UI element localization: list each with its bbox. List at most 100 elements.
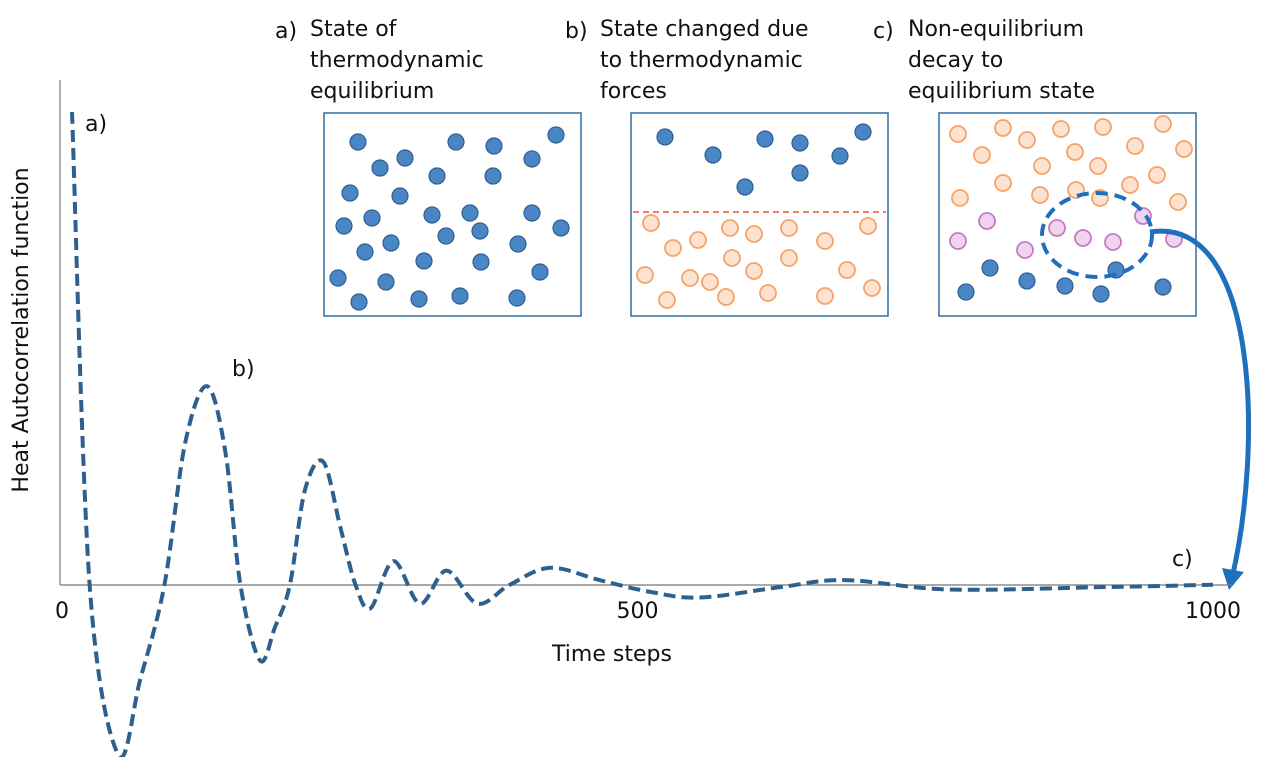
particle xyxy=(839,262,855,278)
particle xyxy=(1019,132,1035,148)
particle xyxy=(950,233,966,249)
particle xyxy=(364,210,380,226)
particle xyxy=(462,205,478,221)
particle xyxy=(1057,278,1073,294)
particle xyxy=(397,150,413,166)
particle xyxy=(832,148,848,164)
particle xyxy=(351,294,367,310)
particle xyxy=(718,289,734,305)
particle xyxy=(659,292,675,308)
particle xyxy=(958,284,974,300)
particle xyxy=(452,288,468,304)
particle xyxy=(350,134,366,150)
particle xyxy=(411,291,427,307)
particle xyxy=(473,254,489,270)
particle xyxy=(952,190,968,206)
particle xyxy=(1075,230,1091,246)
particle xyxy=(792,135,808,151)
x-tick-label: 1000 xyxy=(1185,599,1241,624)
particle xyxy=(737,179,753,195)
particle xyxy=(682,270,698,286)
particle xyxy=(336,218,352,234)
particle xyxy=(705,147,721,163)
particle xyxy=(1049,220,1065,236)
particle xyxy=(657,129,673,145)
particle xyxy=(485,168,501,184)
particle xyxy=(1155,279,1171,295)
particle xyxy=(429,168,445,184)
panel-title: State changed due xyxy=(600,17,809,42)
particle xyxy=(524,151,540,167)
particle xyxy=(438,228,454,244)
particle xyxy=(1053,121,1069,137)
particle xyxy=(392,188,408,204)
particle xyxy=(330,270,346,286)
particle xyxy=(416,253,432,269)
particle xyxy=(372,160,388,176)
panel-title: to thermodynamic xyxy=(600,48,803,73)
particle xyxy=(357,244,373,260)
panel-label: a) xyxy=(275,19,297,44)
particle xyxy=(781,220,797,236)
particle xyxy=(817,288,833,304)
annotation: a) xyxy=(85,112,107,137)
particle xyxy=(760,285,776,301)
particle xyxy=(532,264,548,280)
particle xyxy=(424,207,440,223)
particle xyxy=(995,175,1011,191)
panel-title: thermodynamic xyxy=(310,48,484,73)
particle xyxy=(1017,242,1033,258)
x-tick-label: 0 xyxy=(55,599,69,624)
particle xyxy=(1090,158,1106,174)
panel-title: decay to xyxy=(908,48,1003,73)
panel-title: Non-equilibrium xyxy=(908,17,1084,42)
particle xyxy=(757,131,773,147)
particle xyxy=(979,213,995,229)
particle xyxy=(1034,158,1050,174)
panel-title: forces xyxy=(600,79,667,104)
particle xyxy=(1155,116,1171,132)
particle xyxy=(950,126,966,142)
particle xyxy=(637,267,653,283)
panel-title: equilibrium state xyxy=(908,79,1095,104)
particle xyxy=(817,233,833,249)
particle xyxy=(781,250,797,266)
panel-title: equilibrium xyxy=(310,79,434,104)
particle xyxy=(1149,167,1165,183)
particle xyxy=(1170,194,1186,210)
particle xyxy=(855,124,871,140)
particle xyxy=(1105,234,1121,250)
particle xyxy=(1032,187,1048,203)
particle xyxy=(702,274,718,290)
panel-label: c) xyxy=(873,19,894,44)
particle xyxy=(792,165,808,181)
particle xyxy=(383,235,399,251)
particle xyxy=(1067,144,1083,160)
particle xyxy=(982,260,998,276)
particle xyxy=(746,263,762,279)
arrowhead xyxy=(1222,568,1244,590)
particle xyxy=(486,138,502,154)
particle xyxy=(1127,138,1143,154)
chart: Heat Autocorrelation function Time steps… xyxy=(0,0,1264,757)
particle xyxy=(524,205,540,221)
particle xyxy=(746,226,762,242)
particle xyxy=(722,220,738,236)
particle xyxy=(448,134,464,150)
particle xyxy=(472,223,488,239)
particle xyxy=(1176,141,1192,157)
particle xyxy=(724,250,740,266)
particle xyxy=(1122,177,1138,193)
particle xyxy=(974,147,990,163)
panel-label: b) xyxy=(565,19,588,44)
particle xyxy=(509,290,525,306)
particle xyxy=(690,232,706,248)
particle xyxy=(510,236,526,252)
particles xyxy=(330,116,1192,310)
annotation: c) xyxy=(1172,547,1193,572)
y-axis-label: Heat Autocorrelation function xyxy=(9,167,34,492)
x-tick-label: 500 xyxy=(617,599,659,624)
particle xyxy=(1093,286,1109,302)
panel-title: State of xyxy=(310,17,398,42)
x-axis-label: Time steps xyxy=(551,642,672,667)
